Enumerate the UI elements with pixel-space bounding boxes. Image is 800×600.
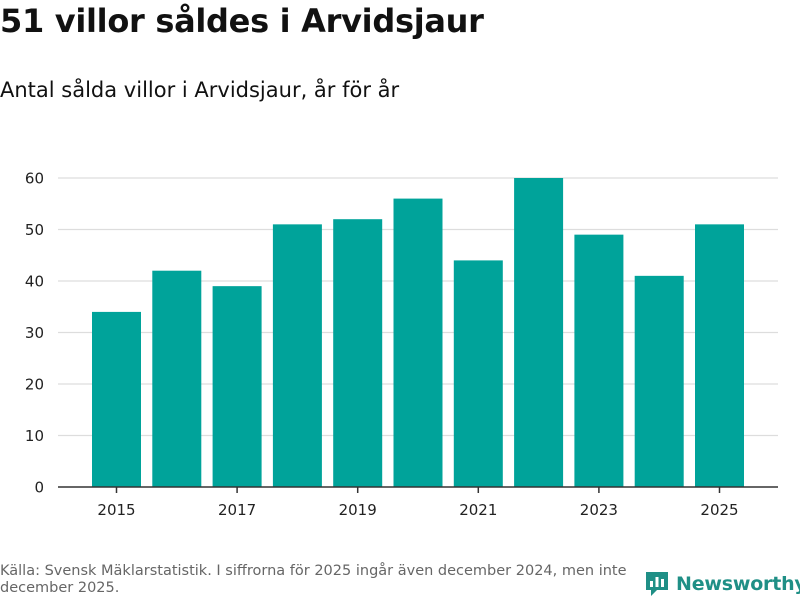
source-note: Källa: Svensk Mäklarstatistik. I siffror… [0,563,627,596]
x-tick-label: 2021 [459,501,497,519]
bar-2015 [92,311,141,487]
bar-2023 [574,234,624,487]
y-tick-label: 20 [25,376,44,394]
x-tick-label: 2017 [218,501,256,519]
newsworthy-logo: Newsworthy [644,570,800,598]
x-tick-label: 2019 [339,501,377,519]
bar-2020 [393,198,443,487]
y-tick-label: 40 [25,273,44,291]
y-tick-label: 60 [25,170,44,188]
x-tick-label: 2025 [700,501,738,519]
bar-2022 [514,178,564,487]
bar-2024 [634,275,684,487]
bar-2019 [333,219,383,487]
chart-subtitle: Antal sålda villor i Arvidsjaur, år för … [0,78,400,102]
y-tick-label: 30 [25,324,44,342]
bar-2017 [212,286,262,487]
bar-2016 [152,270,202,487]
newsworthy-logo-icon [646,572,668,596]
bars [92,178,744,487]
bar-2021 [453,260,503,487]
y-tick-label: 50 [25,221,44,239]
bar-chart: 0 10 20 30 40 50 60 2015 2017 2019 2021 2023 2025 [25,170,778,519]
axes: 0 10 20 30 40 50 60 2015 2017 2019 2021 2023 2025 [25,170,778,519]
chart-title: 51 villor såldes i Arvidsjaur [0,2,484,40]
y-tick-label: 0 [34,479,44,497]
logo-text: Newsworthy [676,573,800,595]
x-tick-label: 2015 [97,501,135,519]
x-tick-label: 2023 [580,501,618,519]
bar-2025 [695,224,744,487]
y-tick-label: 10 [25,427,44,445]
bar-2018 [272,224,322,487]
